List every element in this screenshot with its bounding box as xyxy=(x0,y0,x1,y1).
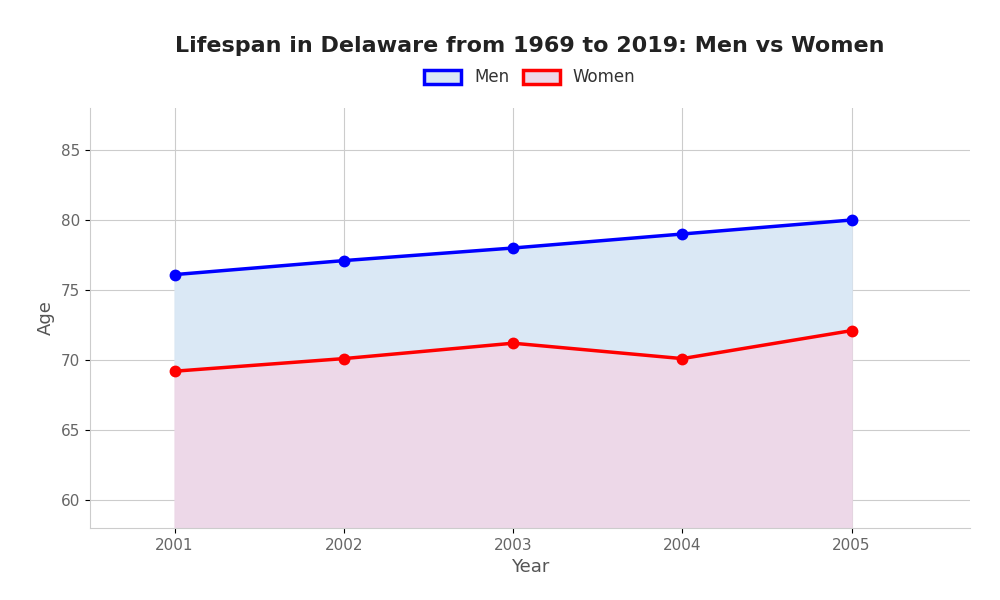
Legend: Men, Women: Men, Women xyxy=(418,62,642,93)
Y-axis label: Age: Age xyxy=(37,301,55,335)
Title: Lifespan in Delaware from 1969 to 2019: Men vs Women: Lifespan in Delaware from 1969 to 2019: … xyxy=(175,37,885,56)
X-axis label: Year: Year xyxy=(511,558,549,576)
